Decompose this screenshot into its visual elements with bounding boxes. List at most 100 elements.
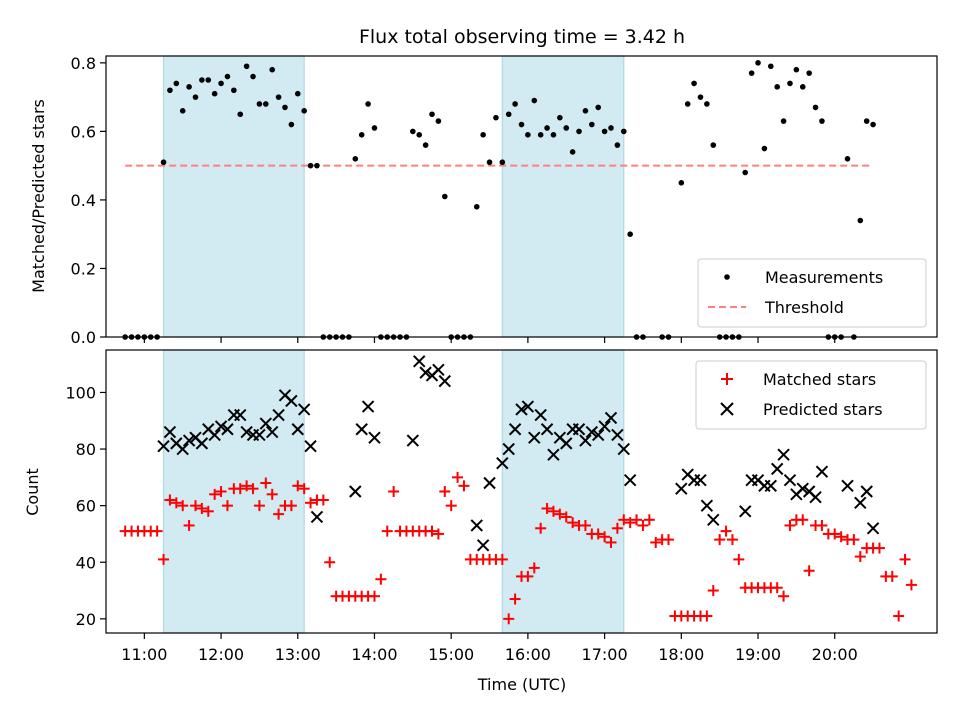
- predicted-star-point-69: [764, 479, 778, 493]
- measurement-point-75: [601, 128, 608, 135]
- measurement-point-77: [614, 142, 621, 148]
- predicted-star-point-38: [496, 456, 509, 470]
- measurement-point-61: [512, 101, 518, 107]
- top-y-tick-label-2: 0.4: [71, 191, 96, 210]
- predicted-star-point-24: [310, 510, 324, 524]
- matched-star-point-94: [720, 525, 732, 537]
- measurement-point-67: [550, 132, 557, 138]
- matched-star-point-111: [829, 528, 841, 540]
- measurement-point-114: [870, 121, 876, 128]
- measurement-point-60: [505, 111, 512, 118]
- predicted-star-point-77: [815, 465, 829, 478]
- predicted-star-point-46: [547, 448, 560, 461]
- measurement-point-12: [199, 77, 205, 83]
- measurement-point-39: [371, 125, 378, 131]
- measurement-point-17: [231, 87, 237, 94]
- measurement-point-50: [441, 193, 448, 200]
- predicted-star-point-72: [783, 473, 797, 487]
- matched-star-point-109: [816, 519, 828, 531]
- measurement-point-101: [787, 80, 793, 87]
- measurement-point-98: [768, 63, 774, 70]
- predicted-star-point-3: [176, 442, 189, 456]
- x-tick-label-15-00: 15:00: [428, 645, 474, 664]
- measurement-point-15: [218, 80, 224, 87]
- predicted-star-point-80: [860, 485, 873, 498]
- predicted-star-point-43: [528, 431, 541, 444]
- predicted-star-point-50: [572, 423, 586, 436]
- measurement-point-55: [473, 203, 480, 210]
- matched-star-point-18: [234, 483, 246, 495]
- top-legend: Measurements Threshold: [697, 258, 927, 328]
- measurement-point-65: [537, 132, 544, 138]
- predicted-star-point-30: [413, 355, 426, 368]
- predicted-star-point-35: [470, 519, 483, 532]
- matched-star-point-121: [893, 610, 905, 622]
- measurement-point-68: [557, 114, 563, 121]
- matched-star-point-79: [624, 517, 636, 529]
- top-panel: 0.00.20.40.60.8 Matched/Predicted stars …: [29, 54, 938, 347]
- top-y-tick-label-0: 0.0: [71, 328, 96, 347]
- measurement-point-97: [761, 145, 768, 152]
- matched-star-point-59: [496, 553, 508, 565]
- measurement-point-113: [863, 118, 870, 124]
- measurement-point-58: [493, 114, 499, 121]
- matched-star-point-53: [458, 480, 470, 492]
- matched-star-point-24: [273, 508, 285, 520]
- predicted-star-point-34: [438, 374, 451, 388]
- x-tick-label-17-00: 17:00: [582, 645, 628, 664]
- measurement-point-96: [755, 60, 761, 66]
- predicted-star-point-42: [521, 400, 535, 413]
- measurement-point-57: [486, 159, 493, 166]
- measurement-point-14: [211, 90, 218, 97]
- predicted-star-point-71: [777, 448, 790, 461]
- chart-title: Flux total observing time = 3.42 h: [359, 26, 685, 48]
- matched-star-point-96: [733, 553, 745, 565]
- bottom-legend: Matched stars Predicted stars: [695, 360, 927, 430]
- matched-star-point-122: [899, 553, 911, 565]
- matched-star-point-16: [221, 500, 233, 512]
- matched-star-point-81: [637, 519, 649, 531]
- top-shaded-intervals: [162, 55, 625, 338]
- predicted-star-point-26: [355, 423, 368, 436]
- matched-star-point-23: [266, 488, 278, 500]
- predicted-star-point-0: [157, 440, 170, 453]
- matched-star-point-11: [189, 500, 201, 512]
- predicted-star-point-52: [585, 425, 599, 439]
- predicted-star-point-37: [483, 476, 496, 490]
- predicted-star-point-74: [796, 482, 809, 495]
- matched-star-point-93: [714, 534, 726, 546]
- matched-star-point-83: [650, 536, 662, 548]
- matched-star-point-52: [452, 471, 464, 483]
- matched-star-point-80: [631, 514, 643, 526]
- x-tick-label-13-00: 13:00: [275, 645, 321, 664]
- measurement-point-9: [179, 108, 186, 114]
- measurement-point-25: [282, 104, 288, 111]
- matched-star-point-69: [560, 511, 572, 523]
- matched-star-point-92: [707, 585, 719, 597]
- bottom-y-tick-label-3: 80: [76, 440, 96, 459]
- predicted-star-point-53: [592, 428, 605, 442]
- matched-star-point-28: [298, 483, 310, 495]
- matched-star-point-50: [439, 486, 451, 497]
- measurement-point-18: [237, 111, 244, 118]
- measurement-point-73: [589, 121, 595, 128]
- predicted-star-point-65: [739, 505, 752, 518]
- predicted-star-point-78: [841, 479, 854, 493]
- matched-star-point-5: [151, 525, 163, 537]
- measurement-point-106: [819, 118, 825, 124]
- measurement-point-72: [582, 108, 589, 114]
- measurement-point-63: [525, 132, 531, 138]
- matched-star-point-65: [535, 522, 547, 534]
- matched-star-point-66: [541, 502, 553, 514]
- predicted-star-point-10: [221, 423, 234, 436]
- measurement-point-110: [844, 156, 851, 162]
- measurement-point-38: [365, 101, 371, 107]
- x-tick-label-12-00: 12:00: [198, 645, 244, 664]
- predicted-star-point-25: [349, 485, 362, 498]
- top-y-tick-label-1: 0.2: [71, 259, 96, 278]
- matched-star-point-76: [605, 536, 617, 548]
- matched-star-point-61: [509, 593, 521, 605]
- matched-star-point-107: [803, 565, 815, 577]
- bottom-y-tick-label-0: 20: [76, 610, 96, 629]
- predicted-star-point-13: [240, 425, 253, 439]
